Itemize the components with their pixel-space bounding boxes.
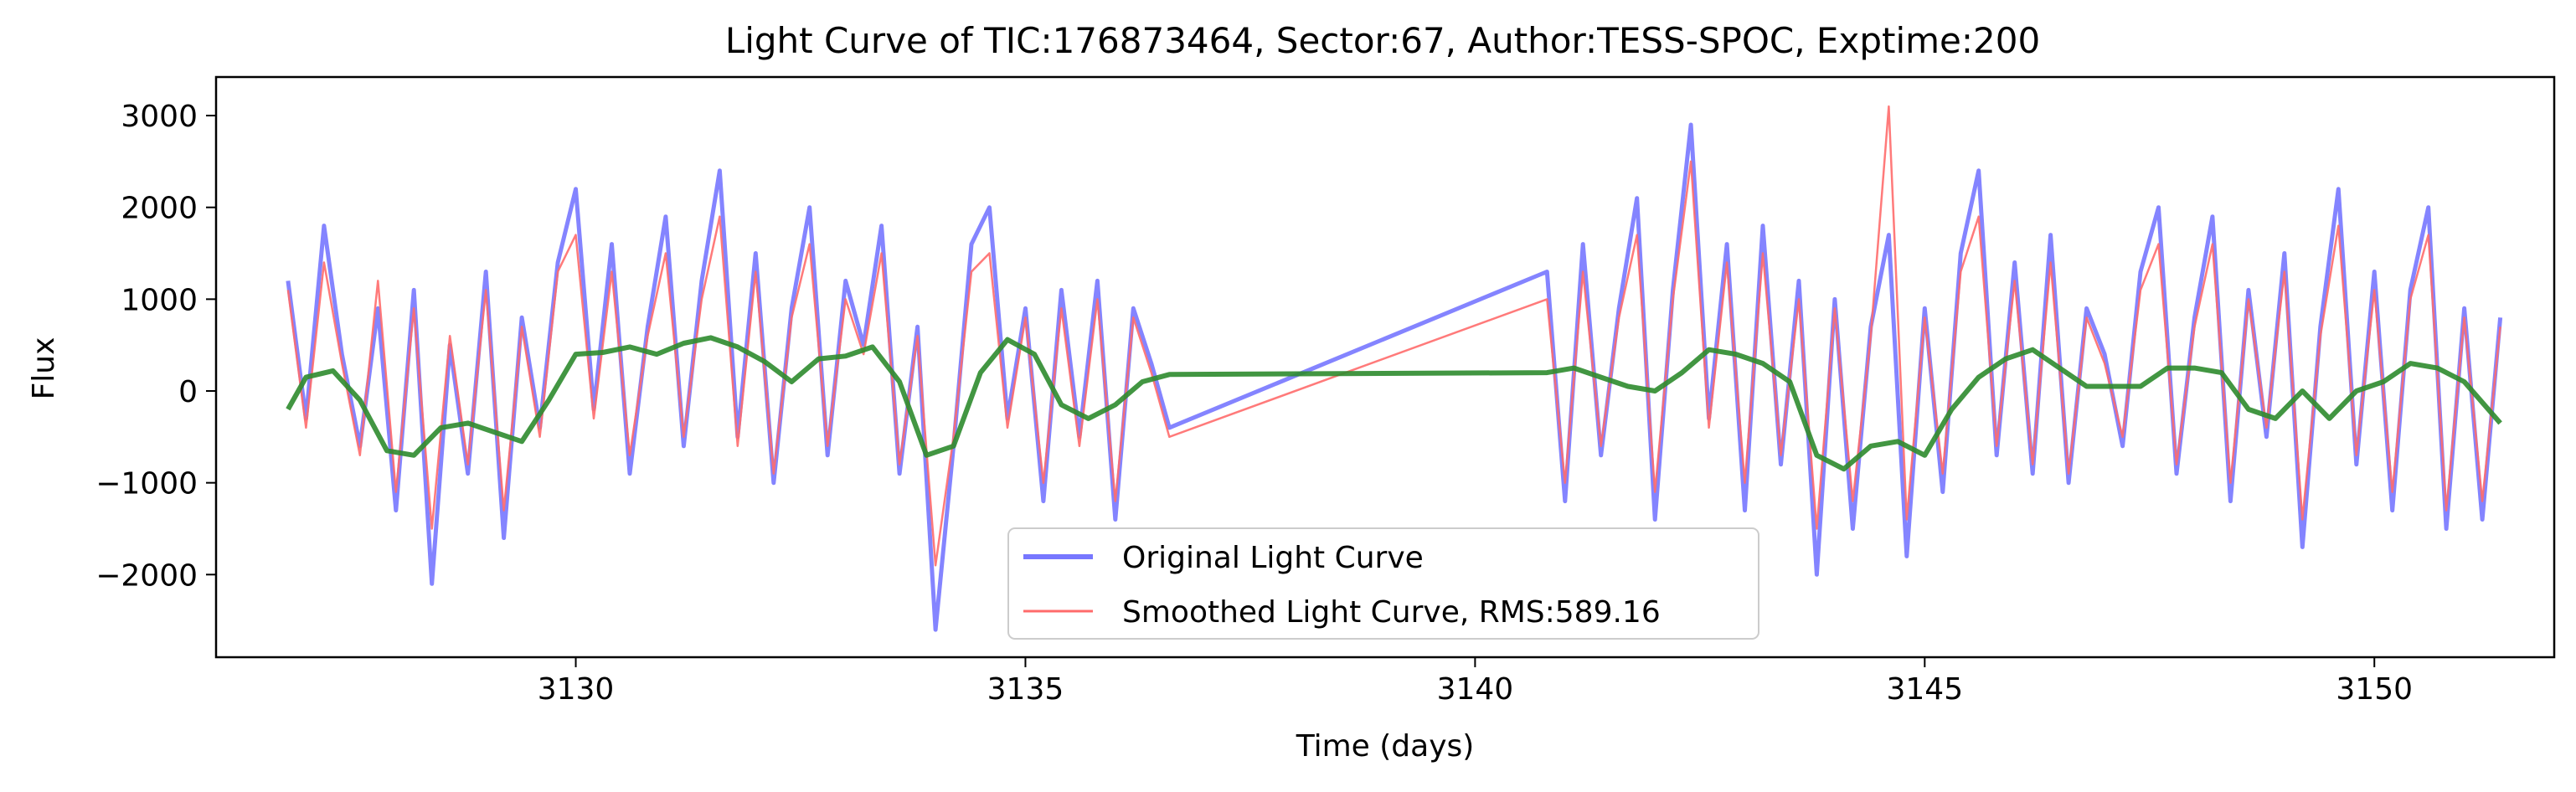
- y-axis: −2000 −1000 0 1000 2000 3000: [95, 100, 216, 593]
- y-axis-label: Flux: [27, 337, 61, 400]
- y-tick-label: 1000: [121, 283, 198, 317]
- chart-title: Light Curve of TIC:176873464, Sector:67,…: [725, 20, 2040, 61]
- axes-frame: [214, 75, 2556, 659]
- y-tick-label: −1000: [95, 467, 198, 501]
- y-tick-label: 0: [178, 375, 198, 409]
- y-tick-label: −2000: [95, 558, 198, 593]
- x-tick-label: 3135: [987, 672, 1064, 707]
- x-axis-label: Time (days): [1296, 729, 1475, 764]
- x-axis: 3130 3135 3140 3145 3150: [538, 657, 2413, 707]
- series-smoothed-line: [286, 105, 2501, 567]
- legend-box: [1007, 527, 1759, 640]
- y-tick-label: 2000: [121, 192, 198, 226]
- series-trend-line: [286, 335, 2502, 472]
- x-tick-label: 3145: [1886, 672, 1963, 707]
- x-tick-label: 3130: [538, 672, 615, 707]
- plot-area: [286, 105, 2503, 632]
- y-tick-label: 3000: [121, 100, 198, 134]
- legend: Original Light Curve Smoothed Light Curv…: [1007, 527, 1759, 640]
- x-tick-label: 3150: [2336, 672, 2413, 707]
- legend-label-smoothed: Smoothed Light Curve, RMS:589.16: [1122, 595, 1661, 630]
- x-tick-label: 3140: [1437, 672, 1514, 707]
- legend-label-original: Original Light Curve: [1122, 541, 1424, 575]
